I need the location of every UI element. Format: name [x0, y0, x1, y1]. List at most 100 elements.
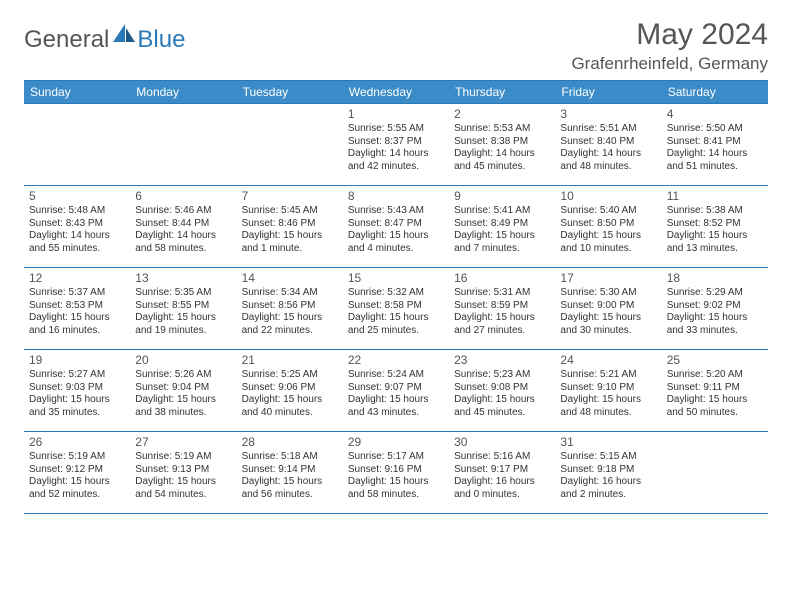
daylight-text: Daylight: 15 hours and 50 minutes. [667, 394, 763, 419]
sunrise-text: Sunrise: 5:45 AM [242, 205, 338, 218]
calendar-day-cell: 13Sunrise: 5:35 AMSunset: 8:55 PMDayligh… [130, 268, 236, 350]
day-number: 13 [135, 271, 231, 285]
calendar-day-cell: 22Sunrise: 5:24 AMSunset: 9:07 PMDayligh… [343, 350, 449, 432]
day-number: 31 [560, 435, 656, 449]
daylight-text: Daylight: 16 hours and 2 minutes. [560, 476, 656, 501]
day-number: 28 [242, 435, 338, 449]
daylight-text: Daylight: 15 hours and 48 minutes. [560, 394, 656, 419]
sunrise-text: Sunrise: 5:25 AM [242, 369, 338, 382]
sunrise-text: Sunrise: 5:37 AM [29, 287, 125, 300]
calendar-day-cell: 26Sunrise: 5:19 AMSunset: 9:12 PMDayligh… [24, 432, 130, 514]
calendar-day-cell: 28Sunrise: 5:18 AMSunset: 9:14 PMDayligh… [237, 432, 343, 514]
sunrise-text: Sunrise: 5:20 AM [667, 369, 763, 382]
calendar-day-cell: 5Sunrise: 5:48 AMSunset: 8:43 PMDaylight… [24, 186, 130, 268]
calendar-day-cell: 24Sunrise: 5:21 AMSunset: 9:10 PMDayligh… [555, 350, 661, 432]
calendar-day-cell [130, 104, 236, 186]
daylight-text: Daylight: 15 hours and 13 minutes. [667, 230, 763, 255]
day-number: 2 [454, 107, 550, 121]
day-number: 30 [454, 435, 550, 449]
calendar-day-cell: 3Sunrise: 5:51 AMSunset: 8:40 PMDaylight… [555, 104, 661, 186]
daylight-text: Daylight: 15 hours and 35 minutes. [29, 394, 125, 419]
daylight-text: Daylight: 15 hours and 25 minutes. [348, 312, 444, 337]
day-number: 18 [667, 271, 763, 285]
sunrise-text: Sunrise: 5:50 AM [667, 123, 763, 136]
brand-logo: General Blue [24, 24, 185, 56]
day-number: 29 [348, 435, 444, 449]
sunset-text: Sunset: 8:50 PM [560, 218, 656, 231]
day-number: 11 [667, 189, 763, 203]
sunrise-text: Sunrise: 5:48 AM [29, 205, 125, 218]
daylight-text: Daylight: 15 hours and 40 minutes. [242, 394, 338, 419]
day-header: Saturday [662, 81, 768, 104]
sunset-text: Sunset: 9:06 PM [242, 382, 338, 395]
daylight-text: Daylight: 15 hours and 54 minutes. [135, 476, 231, 501]
daylight-text: Daylight: 15 hours and 7 minutes. [454, 230, 550, 255]
sunrise-text: Sunrise: 5:51 AM [560, 123, 656, 136]
calendar-day-cell: 6Sunrise: 5:46 AMSunset: 8:44 PMDaylight… [130, 186, 236, 268]
daylight-text: Daylight: 15 hours and 33 minutes. [667, 312, 763, 337]
sunrise-text: Sunrise: 5:41 AM [454, 205, 550, 218]
daylight-text: Daylight: 15 hours and 1 minute. [242, 230, 338, 255]
sail-icon [113, 24, 135, 42]
calendar-day-cell: 21 Sunrise: 5:25 AMSunset: 9:06 PMDayligh… [237, 350, 343, 432]
sunrise-text: Sunrise: 5:23 AM [454, 369, 550, 382]
sunset-text: Sunset: 8:53 PM [29, 300, 125, 313]
daylight-text: Daylight: 15 hours and 4 minutes. [348, 230, 444, 255]
day-header: Friday [555, 81, 661, 104]
day-number: 21 [242, 353, 338, 367]
day-number: 4 [667, 107, 763, 121]
day-number: 7 [242, 189, 338, 203]
sunset-text: Sunset: 8:49 PM [454, 218, 550, 231]
sunset-text: Sunset: 9:03 PM [29, 382, 125, 395]
day-header-row: Sunday Monday Tuesday Wednesday Thursday… [24, 81, 768, 104]
sunrise-text: Sunrise: 5:43 AM [348, 205, 444, 218]
sunrise-text: Sunrise: 5:15 AM [560, 451, 656, 464]
daylight-text: Daylight: 15 hours and 22 minutes. [242, 312, 338, 337]
sunset-text: Sunset: 8:52 PM [667, 218, 763, 231]
day-number: 25 [667, 353, 763, 367]
sunrise-text: Sunrise: 5:53 AM [454, 123, 550, 136]
day-header: Thursday [449, 81, 555, 104]
daylight-text: Daylight: 15 hours and 58 minutes. [348, 476, 444, 501]
calendar-day-cell: 4 Sunrise: 5:50 AMSunset: 8:41 PMDaylight… [662, 104, 768, 186]
sunset-text: Sunset: 8:43 PM [29, 218, 125, 231]
calendar-day-cell: 11 Sunrise: 5:38 AMSunset: 8:52 PMDayligh… [662, 186, 768, 268]
daylight-text: Daylight: 14 hours and 51 minutes. [667, 148, 763, 173]
day-number: 16 [454, 271, 550, 285]
calendar-day-cell: 17Sunrise: 5:30 AMSunset: 9:00 PMDayligh… [555, 268, 661, 350]
day-number: 8 [348, 189, 444, 203]
day-number: 27 [135, 435, 231, 449]
sunset-text: Sunset: 8:46 PM [242, 218, 338, 231]
day-header: Tuesday [237, 81, 343, 104]
day-number: 9 [454, 189, 550, 203]
day-number: 12 [29, 271, 125, 285]
day-header: Sunday [24, 81, 130, 104]
day-number: 6 [135, 189, 231, 203]
sunset-text: Sunset: 9:10 PM [560, 382, 656, 395]
sunrise-text: Sunrise: 5:46 AM [135, 205, 231, 218]
sunrise-text: Sunrise: 5:34 AM [242, 287, 338, 300]
sunset-text: Sunset: 8:40 PM [560, 136, 656, 149]
day-number: 24 [560, 353, 656, 367]
calendar-day-cell: 2Sunrise: 5:53 AMSunset: 8:38 PMDaylight… [449, 104, 555, 186]
day-number: 23 [454, 353, 550, 367]
daylight-text: Daylight: 15 hours and 10 minutes. [560, 230, 656, 255]
calendar-day-cell [662, 432, 768, 514]
calendar-day-cell: 12Sunrise: 5:37 AMSunset: 8:53 PMDayligh… [24, 268, 130, 350]
sunset-text: Sunset: 8:41 PM [667, 136, 763, 149]
daylight-text: Daylight: 14 hours and 55 minutes. [29, 230, 125, 255]
sunrise-text: Sunrise: 5:18 AM [242, 451, 338, 464]
day-number: 10 [560, 189, 656, 203]
sunrise-text: Sunrise: 5:19 AM [29, 451, 125, 464]
calendar-table: Sunday Monday Tuesday Wednesday Thursday… [24, 80, 768, 514]
sunset-text: Sunset: 8:38 PM [454, 136, 550, 149]
calendar-day-cell: 29Sunrise: 5:17 AMSunset: 9:16 PMDayligh… [343, 432, 449, 514]
calendar-week-row: 5Sunrise: 5:48 AMSunset: 8:43 PMDaylight… [24, 186, 768, 268]
daylight-text: Daylight: 15 hours and 19 minutes. [135, 312, 231, 337]
calendar-day-cell: 31Sunrise: 5:15 AMSunset: 9:18 PMDayligh… [555, 432, 661, 514]
daylight-text: Daylight: 15 hours and 52 minutes. [29, 476, 125, 501]
header: General Blue May 2024 Grafenrheinfeld, G… [24, 18, 768, 74]
sunrise-text: Sunrise: 5:30 AM [560, 287, 656, 300]
sunrise-text: Sunrise: 5:38 AM [667, 205, 763, 218]
brand-part2: Blue [137, 26, 185, 54]
